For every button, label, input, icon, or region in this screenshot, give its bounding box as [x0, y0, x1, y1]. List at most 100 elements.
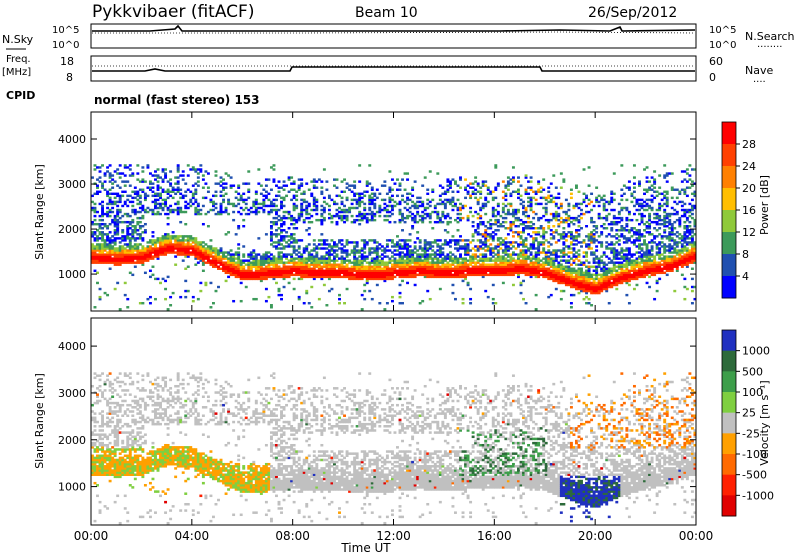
power-cell — [154, 174, 157, 177]
power-cell — [317, 261, 321, 264]
power-cell — [186, 251, 190, 254]
power-cell — [292, 265, 296, 268]
power-cell — [186, 202, 190, 206]
power-cell — [280, 269, 283, 273]
power-cell — [585, 243, 589, 246]
power-cell — [416, 263, 420, 266]
power-cell — [118, 241, 122, 244]
power-cell — [151, 235, 155, 238]
power-cell — [544, 196, 548, 200]
power-cell — [489, 190, 493, 193]
power-cell — [527, 216, 531, 220]
power-cell — [504, 259, 508, 262]
power-cell — [257, 206, 261, 210]
power-cell — [481, 184, 485, 187]
power-cell — [285, 253, 289, 256]
power-cell — [300, 182, 304, 185]
beam-label: Beam 10 — [355, 5, 418, 21]
power-cell — [355, 245, 359, 248]
power-cell — [312, 239, 316, 242]
power-cell — [249, 271, 253, 275]
power-cell — [295, 198, 299, 202]
power-cell — [506, 265, 510, 268]
power-cell — [625, 261, 629, 264]
power-cell — [282, 220, 286, 224]
power-cell — [126, 259, 130, 262]
power-cell — [353, 245, 357, 248]
power-cell — [249, 261, 253, 264]
power-cell — [522, 243, 525, 246]
power-cell — [509, 222, 513, 226]
power-cell — [282, 204, 286, 208]
power-cell — [234, 275, 238, 279]
power-cell — [224, 263, 228, 266]
power-cell — [333, 271, 336, 275]
power-cell — [267, 273, 271, 277]
power-cell — [310, 259, 314, 262]
power-cell — [353, 267, 357, 270]
power-cell — [459, 235, 462, 238]
power-cell — [638, 208, 641, 212]
power-cell — [368, 263, 372, 266]
power-cell — [554, 255, 558, 258]
power-cell — [108, 208, 112, 212]
power-cell — [368, 206, 372, 210]
power-cell — [136, 243, 140, 246]
power-cell — [484, 265, 488, 268]
power-cell — [607, 222, 611, 226]
power-cell — [156, 202, 160, 206]
power-cell — [390, 212, 394, 216]
power-cell — [479, 241, 483, 244]
power-cell — [280, 186, 283, 189]
power-cell — [373, 263, 377, 266]
power-cell — [257, 267, 261, 270]
power-cell — [287, 265, 291, 268]
power-cell — [133, 231, 137, 234]
power-cell — [287, 216, 291, 220]
power-cell — [577, 241, 581, 244]
power-cell — [595, 257, 599, 260]
power-cell — [638, 182, 641, 185]
power-cell — [305, 200, 309, 204]
power-cell — [547, 255, 551, 258]
power-cell — [275, 184, 278, 187]
power-cell — [363, 255, 367, 258]
power-cell — [302, 275, 306, 279]
power-cell — [285, 265, 289, 268]
power-cell — [564, 269, 568, 273]
power-cell — [333, 243, 336, 246]
power-cell — [625, 265, 629, 268]
power-cell — [643, 208, 646, 212]
power-cell — [98, 259, 102, 262]
power-cell — [411, 251, 415, 254]
power-cell — [390, 267, 394, 270]
power-cell — [370, 251, 374, 254]
power-cell — [547, 271, 551, 275]
power-cell — [93, 245, 97, 248]
power-cell — [259, 271, 263, 275]
power-cell — [499, 257, 503, 260]
power-cell — [315, 275, 319, 279]
power-cell — [307, 271, 311, 275]
power-cell — [534, 271, 538, 275]
power-cell — [325, 267, 329, 270]
power-cell — [383, 206, 387, 210]
power-cell — [575, 275, 578, 279]
power-cell — [522, 267, 525, 270]
power-cell — [333, 275, 336, 279]
power-cell — [476, 231, 480, 234]
power-cell — [239, 212, 243, 216]
power-cell — [161, 198, 165, 202]
power-cell — [368, 218, 372, 222]
power-cell — [567, 202, 571, 206]
power-cell — [448, 200, 452, 204]
power-cell — [537, 265, 541, 268]
power-cell — [148, 255, 152, 258]
power-cell — [136, 198, 140, 202]
power-cell — [486, 188, 490, 191]
power-cell — [338, 214, 341, 218]
power-cell — [373, 267, 377, 270]
power-cell — [285, 194, 289, 198]
power-cell — [98, 295, 102, 299]
power-cell — [368, 253, 372, 256]
